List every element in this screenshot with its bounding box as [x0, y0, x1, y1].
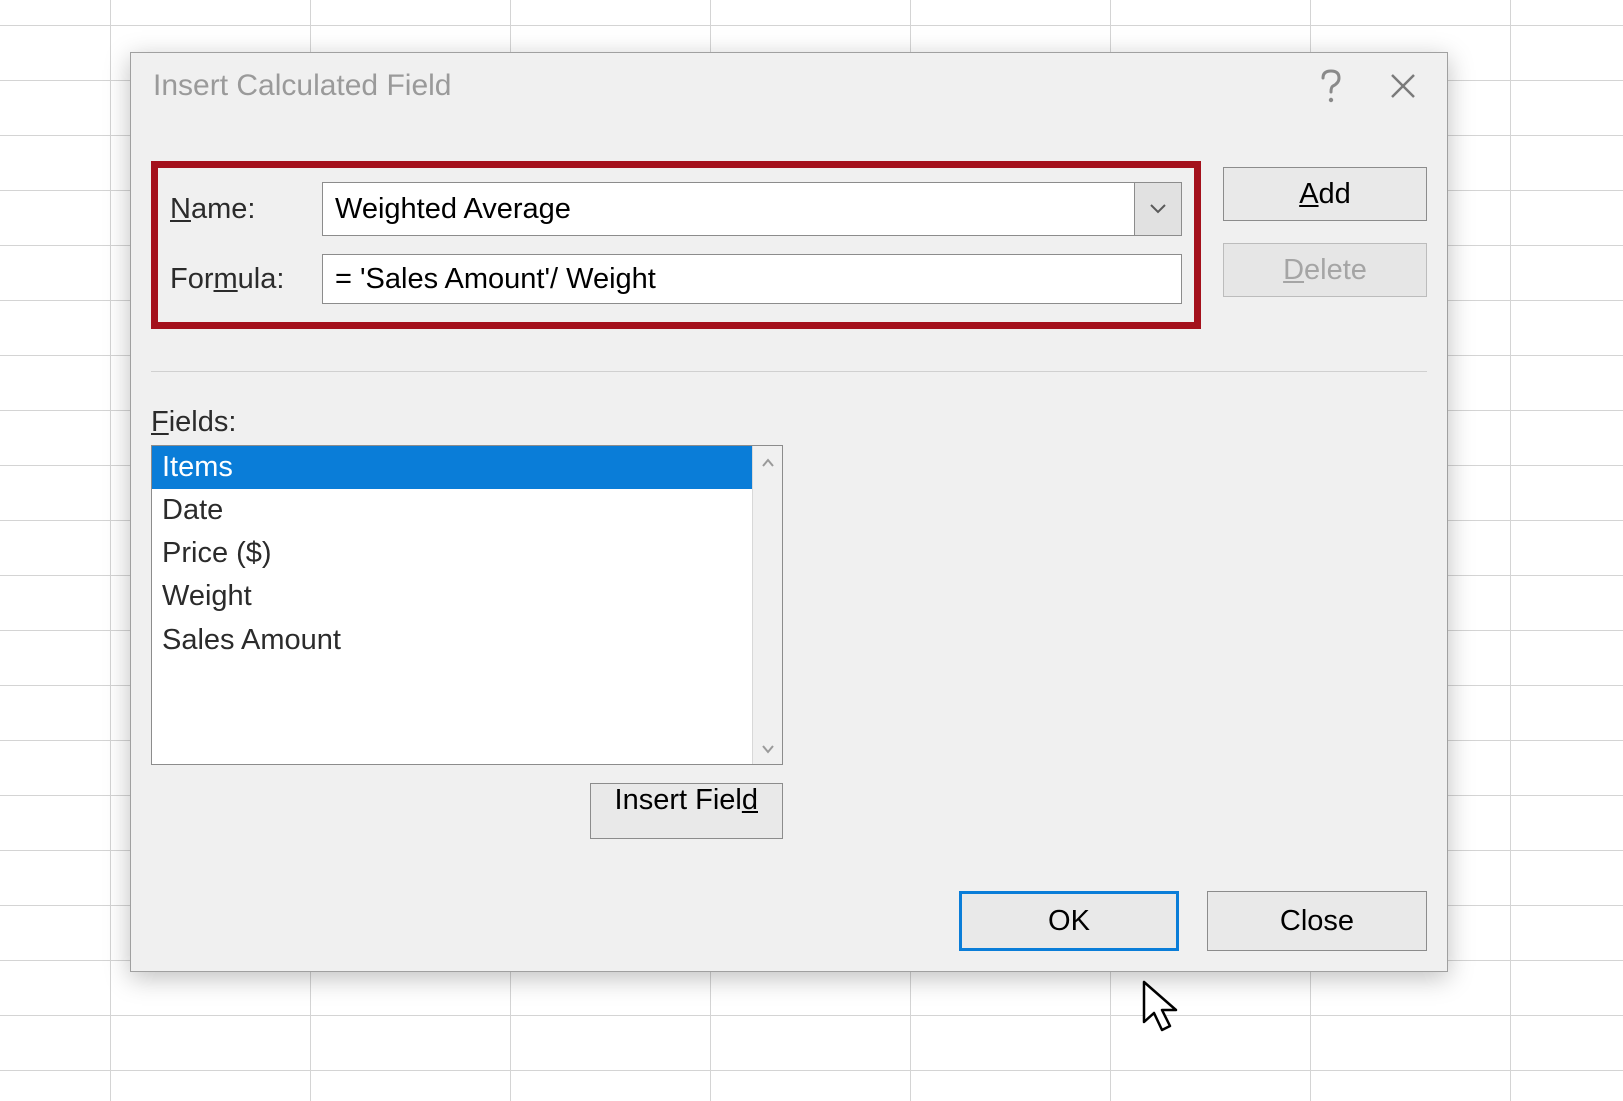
divider	[151, 371, 1427, 372]
dialog-content: Name: Formula:	[131, 119, 1447, 971]
insert-calculated-field-dialog: Insert Calculated Field Name:	[130, 52, 1448, 972]
list-item[interactable]: Date	[152, 489, 752, 532]
name-label: Name:	[170, 193, 308, 226]
ok-button[interactable]: OK	[959, 891, 1179, 951]
list-item[interactable]: Price ($)	[152, 532, 752, 575]
dialog-title: Insert Calculated Field	[153, 69, 1295, 103]
delete-button: Delete	[1223, 243, 1427, 297]
name-dropdown-button[interactable]	[1134, 182, 1182, 236]
formula-input[interactable]	[322, 254, 1182, 304]
list-item[interactable]: Items	[152, 446, 752, 489]
help-button[interactable]	[1295, 58, 1367, 114]
dialog-titlebar: Insert Calculated Field	[131, 53, 1447, 119]
fields-listbox[interactable]: ItemsDatePrice ($)WeightSales Amount	[151, 445, 783, 765]
close-icon[interactable]	[1367, 58, 1439, 114]
formula-label: Formula:	[170, 263, 308, 296]
scroll-up-icon[interactable]	[761, 452, 775, 472]
add-button[interactable]: Add	[1223, 167, 1427, 221]
insert-field-button[interactable]: Insert Field	[590, 783, 783, 839]
list-item[interactable]: Weight	[152, 575, 752, 618]
name-input[interactable]	[322, 182, 1134, 236]
list-item[interactable]: Sales Amount	[152, 619, 752, 662]
close-button[interactable]: Close	[1207, 891, 1427, 951]
listbox-scrollbar[interactable]	[752, 446, 782, 764]
name-combo[interactable]	[322, 182, 1182, 236]
chevron-down-icon	[1149, 203, 1167, 215]
fields-label: Fields:	[151, 406, 1427, 439]
scroll-down-icon[interactable]	[761, 738, 775, 758]
name-formula-highlight: Name: Formula:	[151, 161, 1201, 329]
